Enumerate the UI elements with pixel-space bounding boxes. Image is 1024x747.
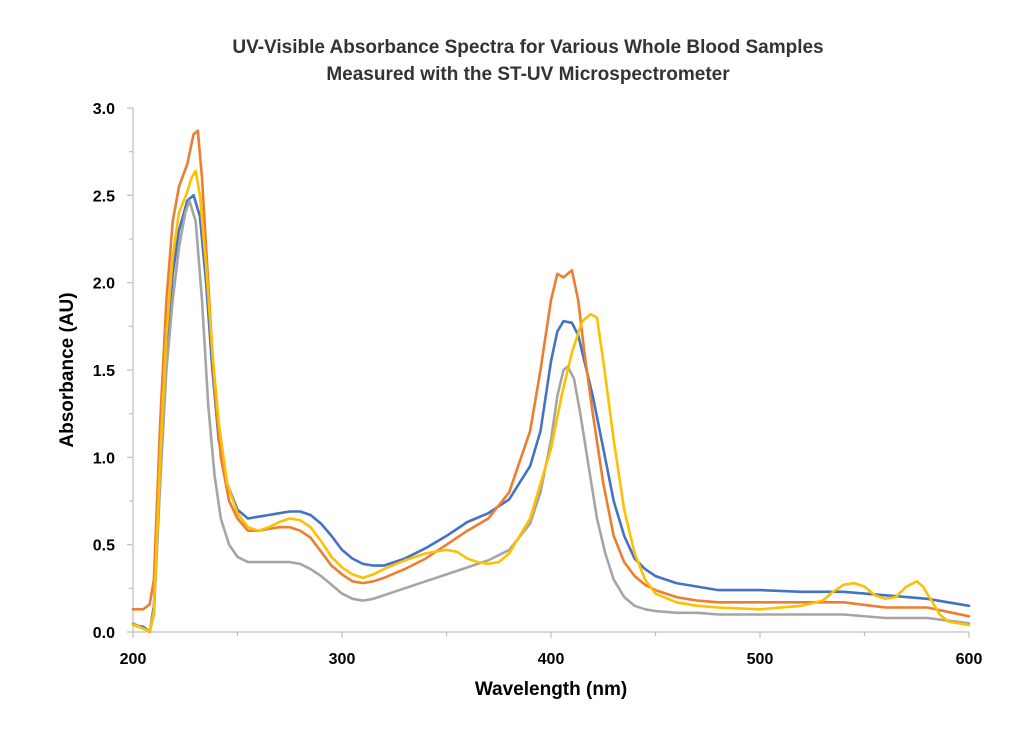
x-tick-label: 300 <box>329 651 356 668</box>
x-tick-label: 600 <box>956 651 983 668</box>
y-tick-label: 2.5 <box>93 188 115 205</box>
y-tick-label: 0.5 <box>93 538 115 555</box>
y-axis-title: Absorbance (AU) <box>57 292 78 447</box>
x-axis-title: Wavelength (nm) <box>475 679 627 700</box>
series-blue-line <box>131 194 971 634</box>
y-tick-label: 0.0 <box>93 625 115 642</box>
series-gray-line <box>131 199 971 634</box>
y-tick-label: 1.0 <box>93 450 115 467</box>
series-layer <box>131 129 971 634</box>
chart-title: UV-Visible Absorbance Spectra for Variou… <box>232 37 823 58</box>
x-ticks: 200 300 400 500 600 <box>120 632 983 668</box>
x-tick-label: 200 <box>120 651 147 668</box>
plot-area: 200 300 400 500 600 0.0 0.5 1.0 1.5 2.0 2.5 3.0 <box>93 101 983 668</box>
y-tick-label: 1.5 <box>93 363 115 380</box>
x-tick-label: 500 <box>747 651 774 668</box>
y-ticks: 0.0 0.5 1.0 1.5 2.0 2.5 3.0 <box>93 101 133 642</box>
series-yellow-line <box>131 169 971 634</box>
y-tick-label: 2.0 <box>93 276 115 293</box>
chart-subtitle: Measured with the ST-UV Microspectromete… <box>326 64 730 85</box>
x-tick-label: 400 <box>538 651 565 668</box>
series-orange-line <box>131 129 971 618</box>
y-tick-label: 3.0 <box>93 101 115 118</box>
